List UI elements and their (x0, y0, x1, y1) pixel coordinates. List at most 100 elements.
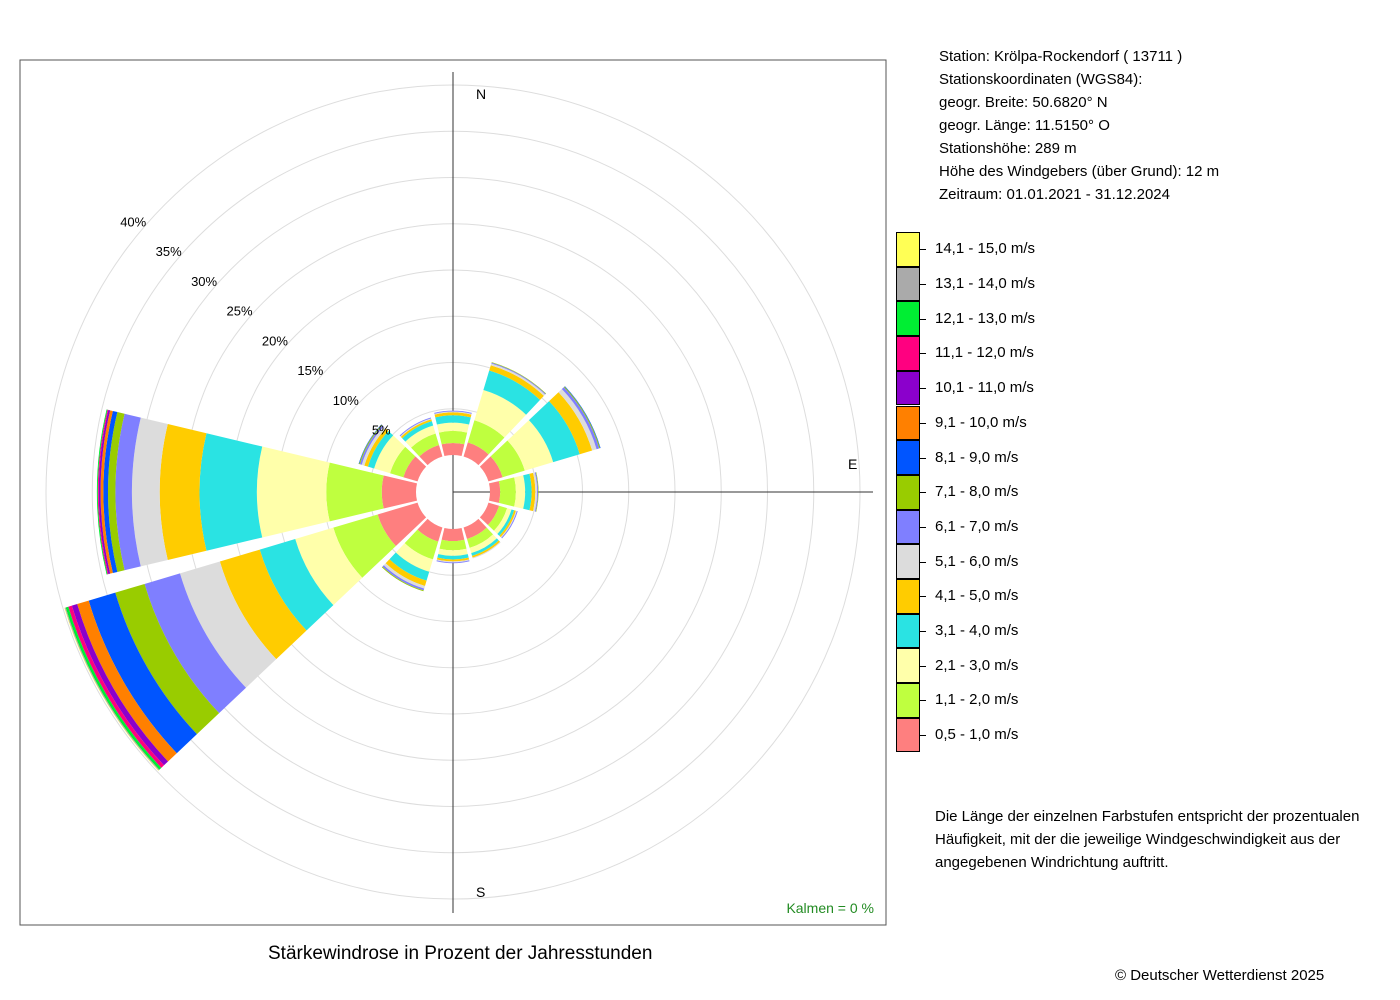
sector-240-class-6 (144, 573, 246, 714)
legend-swatch-9 (896, 405, 920, 441)
sector-270-class-2 (256, 446, 330, 538)
sector-30-class-5 (490, 363, 546, 396)
sector-60-class-6 (561, 387, 600, 450)
sector-180-class-6 (436, 560, 470, 564)
sector-150-class-3 (471, 538, 499, 556)
legend-tick-0 (920, 735, 926, 737)
sector-30-class-4 (489, 365, 544, 400)
legend-swatch-12 (896, 301, 920, 337)
legend-label-4: 4,1 - 5,0 m/s (935, 587, 1019, 605)
sector-330-class-5 (400, 418, 432, 437)
sector-90-class-6 (534, 472, 539, 512)
calms-label: Kalmen = 0 % (786, 900, 874, 916)
sector-330-class-0 (419, 445, 443, 466)
wind-sectors (64, 362, 601, 771)
sector-120-class-3 (497, 509, 515, 536)
sector-0-class-3 (435, 415, 471, 425)
legend-label-8: 8,1 - 9,0 m/s (935, 448, 1019, 466)
sector-0-class-4 (434, 412, 472, 418)
sector-270-class-4 (159, 424, 207, 560)
sector-60-class-5 (558, 389, 597, 451)
legend-tick-9 (920, 422, 926, 424)
sector-300-class-5 (361, 426, 386, 466)
sector-240-class-8 (88, 592, 197, 754)
sector-330-class-2 (405, 425, 436, 448)
sector-60-class-3 (528, 401, 580, 463)
sector-330-class-1 (411, 433, 439, 457)
sector-240-class-10 (71, 604, 169, 766)
sector-150-class-0 (463, 518, 487, 539)
time-period: Zeitraum: 01.01.2021 - 31.12.2024 (939, 186, 1170, 203)
legend-swatch-7 (896, 474, 920, 510)
sector-330-class-3 (402, 421, 434, 442)
sector-210-class-0 (417, 518, 443, 542)
sector-30-class-0 (463, 442, 489, 466)
legend-label-14: 14,1 - 15,0 m/s (935, 240, 1036, 258)
sector-0-class-1 (438, 430, 468, 445)
sector-180-class-4 (436, 557, 470, 562)
sector-150-class-5 (472, 541, 501, 559)
sector-240-class-0 (377, 502, 427, 547)
ring-label-20: 20% (262, 333, 288, 348)
sector-180-class-5 (436, 559, 470, 563)
latitude: geogr. Breite: 50.6820° N (939, 94, 1108, 111)
station-name: Station: Krölpa-Rockendorf ( 13711 ) (939, 48, 1183, 65)
sector-300-class-4 (364, 428, 389, 467)
sector-240-class-3 (259, 539, 334, 631)
legend-label-12: 12,1 - 13,0 m/s (935, 309, 1036, 327)
ring-label-25: 25% (226, 304, 252, 319)
legend-tick-7 (920, 492, 926, 494)
legend-swatch-0 (896, 717, 920, 753)
legend-tick-11 (920, 353, 926, 355)
sector-30-class-3 (483, 370, 541, 415)
sector-210-class-3 (389, 552, 430, 581)
station-info: Station: Krölpa-Rockendorf ( 13711 ) Sta… (939, 45, 1219, 206)
legend-label-11: 11,1 - 12,0 m/s (935, 344, 1034, 362)
ring-label-5: 5% (372, 422, 391, 437)
legend-tick-5 (920, 561, 926, 563)
sector-210-class-6 (382, 565, 425, 591)
sector-0-class-6 (434, 410, 472, 414)
sector-180-class-3 (437, 554, 469, 560)
sector-90-class-0 (488, 481, 501, 503)
sector-300-class-6 (359, 425, 384, 465)
sector-270-class-3 (199, 433, 263, 551)
legend-swatch-6 (896, 509, 920, 545)
legend-tick-6 (920, 526, 926, 528)
east-label: E (848, 456, 857, 472)
sector-90-class-4 (529, 472, 536, 512)
sector-270-class-0 (381, 475, 418, 509)
sector-330-class-6 (399, 417, 432, 437)
ring-label-35: 35% (156, 244, 182, 259)
legend-label-2: 2,1 - 3,0 m/s (935, 656, 1019, 674)
ring-label-10: 10% (333, 393, 359, 408)
sector-270-class-10 (98, 409, 111, 575)
legend-swatch-8 (896, 440, 920, 475)
legend-label-9: 9,1 - 10,0 m/s (935, 413, 1027, 431)
sector-240-class-5 (179, 561, 277, 688)
anemometer-height: Höhe des Windgebers (über Grund): 12 m (939, 163, 1220, 180)
sector-330-class-4 (400, 419, 432, 439)
sector-90-class-2 (514, 475, 526, 509)
ring-label-15: 15% (297, 363, 323, 378)
legend-tick-8 (920, 457, 926, 459)
sector-120-class-2 (493, 508, 512, 534)
sector-90-class-3 (523, 473, 532, 511)
copyright: © Deutscher Wetterdienst 2025 (1115, 967, 1325, 984)
legend-label-1: 1,1 - 2,0 m/s (935, 691, 1019, 709)
sector-270-class-6 (115, 413, 141, 571)
sector-210-class-2 (395, 543, 433, 572)
legend-label-10: 10,1 - 11,0 m/s (935, 379, 1034, 397)
sector-300-class-3 (367, 430, 394, 469)
sector-60-class-2 (507, 420, 554, 471)
legend-tick-1 (920, 700, 926, 702)
legend-label-5: 5,1 - 6,0 m/s (935, 552, 1019, 570)
sector-60-class-1 (490, 440, 525, 478)
coords-title: Stationskoordinaten (WGS84): (939, 71, 1143, 88)
legend-tick-4 (920, 596, 926, 598)
longitude: geogr. Länge: 11.5150° O (939, 117, 1110, 134)
sector-120-class-5 (500, 510, 517, 538)
sector-240-class-9 (77, 600, 177, 762)
sector-150-class-2 (469, 534, 497, 554)
